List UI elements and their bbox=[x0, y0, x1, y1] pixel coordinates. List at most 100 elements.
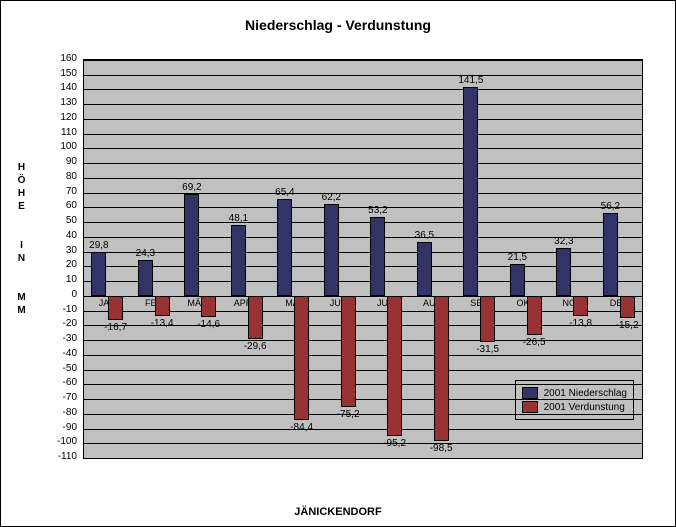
gridline bbox=[84, 119, 642, 120]
bar-niederschlag bbox=[556, 248, 571, 296]
y-tick-label: 10 bbox=[37, 275, 77, 285]
y-tick-label: -50 bbox=[37, 364, 77, 374]
gridline bbox=[84, 148, 642, 149]
data-label: 53,2 bbox=[368, 205, 387, 216]
bar-verdunstung bbox=[387, 296, 402, 436]
bar-niederschlag bbox=[138, 260, 153, 296]
bar-niederschlag bbox=[91, 252, 106, 296]
gridline bbox=[84, 163, 642, 164]
y-tick-label: 150 bbox=[37, 69, 77, 79]
bar-verdunstung bbox=[294, 296, 309, 420]
y-tick-label: -70 bbox=[37, 393, 77, 403]
y-tick-label: -100 bbox=[37, 437, 77, 447]
data-label: 65,4 bbox=[275, 187, 294, 198]
x-axis-label: JÄNICKENDORF bbox=[1, 506, 675, 518]
data-label: 48,1 bbox=[229, 213, 248, 224]
data-label: -16,7 bbox=[104, 322, 127, 333]
bar-niederschlag bbox=[463, 87, 478, 296]
data-label: -26,5 bbox=[523, 337, 546, 348]
bar-niederschlag bbox=[277, 199, 292, 295]
bar-niederschlag bbox=[510, 264, 525, 296]
data-label: 36,5 bbox=[415, 230, 434, 241]
bar-verdunstung bbox=[108, 296, 123, 321]
y-tick-label: 140 bbox=[37, 83, 77, 93]
bar-verdunstung bbox=[341, 296, 356, 407]
bar-verdunstung bbox=[201, 296, 216, 318]
y-tick-label: 40 bbox=[37, 231, 77, 241]
bar-verdunstung bbox=[155, 296, 170, 316]
data-label: -75,2 bbox=[337, 409, 360, 420]
data-label: -95,2 bbox=[383, 438, 406, 449]
gridline bbox=[84, 414, 642, 415]
plot-area: 2001 Niederschlag 2001 Verdunstung JAN29… bbox=[83, 59, 643, 459]
gridline bbox=[84, 399, 642, 400]
data-label: -29,6 bbox=[244, 341, 267, 352]
y-tick-label: -30 bbox=[37, 334, 77, 344]
y-tick-label: 110 bbox=[37, 128, 77, 138]
gridline bbox=[84, 370, 642, 371]
y-tick-label: 130 bbox=[37, 98, 77, 108]
bar-niederschlag bbox=[324, 204, 339, 296]
bar-verdunstung bbox=[434, 296, 449, 441]
bar-niederschlag bbox=[184, 194, 199, 296]
y-tick-label: -20 bbox=[37, 319, 77, 329]
data-label: 29,8 bbox=[89, 240, 108, 251]
legend-item-niederschlag: 2001 Niederschlag bbox=[522, 387, 627, 399]
y-tick-label: -60 bbox=[37, 378, 77, 388]
bar-niederschlag bbox=[370, 217, 385, 295]
data-label: 56,2 bbox=[601, 201, 620, 212]
y-tick-label: 20 bbox=[37, 260, 77, 270]
gridline bbox=[84, 193, 642, 194]
bar-niederschlag bbox=[231, 225, 246, 296]
y-tick-label: 0 bbox=[37, 290, 77, 300]
y-tick-label: 160 bbox=[37, 54, 77, 64]
data-label: -84,4 bbox=[290, 422, 313, 433]
data-label: -15,2 bbox=[616, 320, 639, 331]
bar-verdunstung bbox=[480, 296, 495, 342]
data-label: 32,3 bbox=[554, 236, 573, 247]
data-label: -98,5 bbox=[430, 443, 453, 454]
y-tick-label: 30 bbox=[37, 246, 77, 256]
gridline bbox=[84, 443, 642, 444]
gridline bbox=[84, 75, 642, 76]
data-label: -14,6 bbox=[197, 319, 220, 330]
bar-niederschlag bbox=[603, 213, 618, 296]
y-tick-label: -90 bbox=[37, 423, 77, 433]
bar-verdunstung bbox=[620, 296, 635, 318]
gridline bbox=[84, 340, 642, 341]
data-label: 21,5 bbox=[508, 252, 527, 263]
gridline bbox=[84, 355, 642, 356]
y-tick-label: -80 bbox=[37, 408, 77, 418]
gridline bbox=[84, 429, 642, 430]
data-label: -13,8 bbox=[569, 318, 592, 329]
gridline bbox=[84, 458, 642, 459]
y-axis-label: HÖHEINMM bbox=[15, 161, 29, 317]
legend-item-verdunstung: 2001 Verdunstung bbox=[522, 401, 627, 413]
gridline bbox=[84, 134, 642, 135]
data-label: 24,3 bbox=[136, 248, 155, 259]
y-tick-label: 120 bbox=[37, 113, 77, 123]
gridline bbox=[84, 178, 642, 179]
y-tick-label: 80 bbox=[37, 172, 77, 182]
gridline bbox=[84, 384, 642, 385]
gridline bbox=[84, 222, 642, 223]
bar-verdunstung bbox=[527, 296, 542, 335]
data-label: -31,5 bbox=[476, 344, 499, 355]
y-tick-label: 50 bbox=[37, 216, 77, 226]
y-tick-label: 100 bbox=[37, 142, 77, 152]
y-tick-label: -110 bbox=[37, 452, 77, 462]
chart-frame: Niederschlag - Verdunstung HÖHEINMM 2001… bbox=[0, 0, 676, 527]
bar-verdunstung bbox=[248, 296, 263, 340]
gridline bbox=[84, 60, 642, 61]
bar-verdunstung bbox=[573, 296, 588, 316]
y-tick-label: -40 bbox=[37, 349, 77, 359]
data-label: -13,4 bbox=[151, 318, 174, 329]
y-tick-label: 70 bbox=[37, 187, 77, 197]
bar-niederschlag bbox=[417, 242, 432, 296]
chart-title: Niederschlag - Verdunstung bbox=[1, 17, 675, 33]
y-tick-label: 90 bbox=[37, 157, 77, 167]
gridline bbox=[84, 89, 642, 90]
y-tick-label: -10 bbox=[37, 305, 77, 315]
y-tick-label: 60 bbox=[37, 201, 77, 211]
gridline bbox=[84, 104, 642, 105]
